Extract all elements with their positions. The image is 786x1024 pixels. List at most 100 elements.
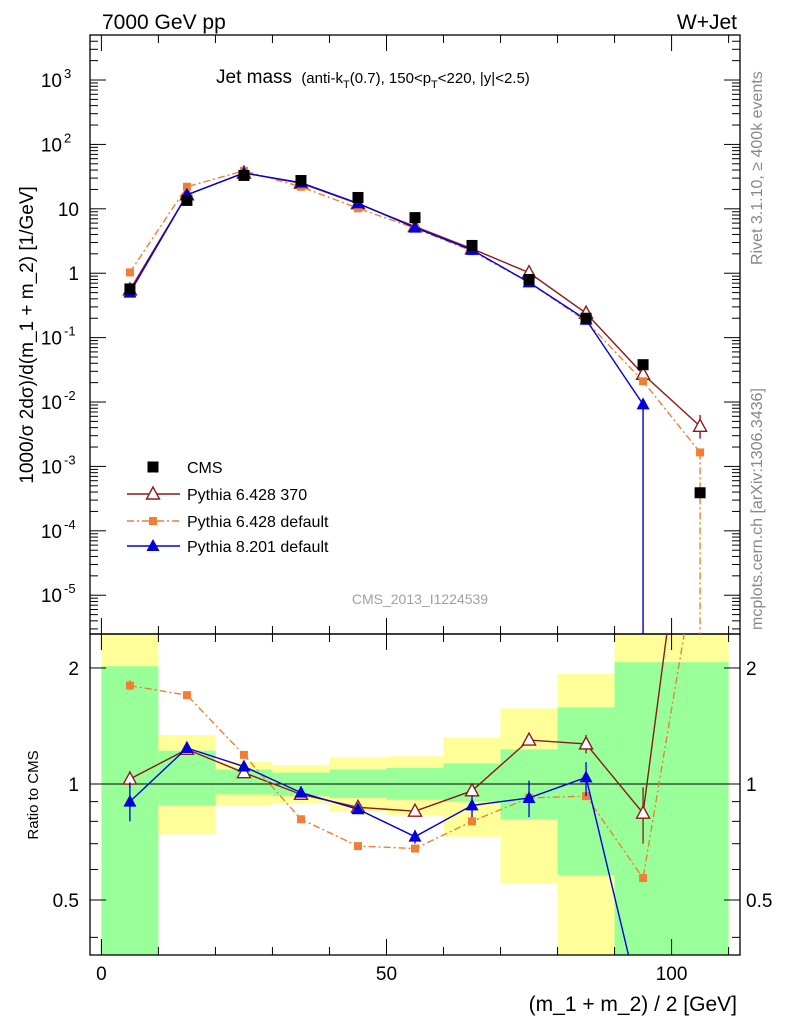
legend-marker xyxy=(145,485,161,500)
main-panel-series xyxy=(122,164,708,634)
legend-marker xyxy=(149,517,157,525)
ratio-point-series-1 xyxy=(468,817,477,826)
y-tick-label: 10 xyxy=(41,457,62,478)
ratio-point-series-2 xyxy=(123,794,137,807)
title-detail-a-sub: T xyxy=(343,79,350,91)
cms-data-point xyxy=(466,239,478,251)
x-axis-label: (m_1 + m_2) / 2 [GeV] xyxy=(529,993,737,1016)
y-tick-label: 10 xyxy=(41,329,62,350)
main-line-series-2 xyxy=(129,172,644,634)
ratio-y-tick-label-left: 1 xyxy=(68,775,79,796)
main-point-series-1 xyxy=(696,448,705,457)
ratio-point-series-1 xyxy=(639,874,648,883)
cms-data-point xyxy=(124,283,136,295)
ratio-point-series-0 xyxy=(521,731,537,746)
ratio-point-series-2 xyxy=(579,770,593,783)
mcplots-credit-label: mcplots.cern.ch [arXiv:1306.3436] xyxy=(749,388,766,630)
cms-data-point xyxy=(523,273,535,285)
legend-label: Pythia 6.428 370 xyxy=(187,487,307,504)
main-point-series-1 xyxy=(125,268,134,277)
ratio-point-series-2 xyxy=(351,802,365,815)
ratio-y-tick-label-right: 0.5 xyxy=(746,891,772,912)
cms-data-point xyxy=(580,312,592,324)
analysis-watermark: CMS_2013_I1224539 xyxy=(352,591,488,607)
x-tick-label: 100 xyxy=(656,964,688,985)
ratio-point-series-2 xyxy=(408,829,422,842)
legend-label: Pythia 6.428 default xyxy=(187,514,329,531)
y-tick-label: 1 xyxy=(68,264,79,285)
y-tick-label-exponent: -4 xyxy=(64,517,76,532)
ratio-point-series-1 xyxy=(182,691,191,700)
ratio-point-series-1 xyxy=(239,750,248,759)
collision-label: 7000 GeV pp xyxy=(102,11,226,34)
main-line-series-1 xyxy=(129,170,701,453)
main-point-series-1 xyxy=(353,204,362,213)
cms-data-point xyxy=(238,169,250,181)
cms-data-point xyxy=(295,175,307,187)
y-tick-label: 10 xyxy=(41,586,62,607)
y-tick-label-exponent: -2 xyxy=(64,388,76,403)
ratio-point-series-0 xyxy=(578,735,594,750)
rivet-version-label: Rivet 3.1.10, ≥ 400k events xyxy=(749,71,766,265)
y-tick-label-exponent: 2 xyxy=(64,130,71,145)
ratio-y-tick-label-left: 0.5 xyxy=(53,891,79,912)
title-detail-a: (anti-k xyxy=(301,70,343,87)
y-tick-label: 10 xyxy=(41,522,62,543)
title-detail-b-sub: T xyxy=(431,79,438,91)
ratio-point-series-2 xyxy=(522,790,536,803)
y-tick-label-exponent: 3 xyxy=(64,66,71,81)
cms-data-point xyxy=(409,212,421,224)
y-tick-label: 10 xyxy=(58,200,79,221)
ratio-panel-axes: 0 50 100 0.5 0.5 1 1 2 2 xyxy=(53,633,772,985)
ratio-y-tick-label-right: 1 xyxy=(746,775,757,796)
title-detail-c: <220, |y|<2.5) xyxy=(438,70,530,87)
ratio-point-series-1 xyxy=(411,844,419,853)
ratio-point-series-1 xyxy=(353,842,362,851)
main-point-series-2 xyxy=(636,397,650,410)
main-point-series-0 xyxy=(692,417,708,432)
ratio-point-series-0 xyxy=(635,804,651,819)
main-point-series-2 xyxy=(408,220,422,233)
y-tick-label: 10 xyxy=(41,71,62,92)
process-label: W+Jet xyxy=(677,11,737,34)
legend: CMS Pythia 6.428 370 Pythia 6.428 default P… xyxy=(127,460,329,556)
legend-marker xyxy=(147,461,159,473)
cms-data-point xyxy=(694,487,706,499)
ratio-y-axis-label: Ratio to CMS xyxy=(25,750,42,839)
ratio-point-series-0 xyxy=(236,764,252,779)
band-green-1 xyxy=(158,750,216,806)
title-detail-b: (0.7), 150<p xyxy=(350,70,431,87)
legend-label: Pythia 8.201 default xyxy=(187,539,329,556)
ratio-frame xyxy=(89,633,741,956)
ratio-uncertainty-bands xyxy=(101,634,729,955)
ratio-point-series-2 xyxy=(465,798,479,811)
y-tick-label-exponent: -1 xyxy=(64,324,76,339)
band-green-9 xyxy=(614,662,729,955)
x-tick-label: 50 xyxy=(376,964,397,985)
y-tick-label: 10 xyxy=(41,393,62,414)
y-tick-label: 10 xyxy=(41,135,62,156)
legend-label: CMS xyxy=(187,460,223,477)
main-line-series-0 xyxy=(129,172,701,427)
ratio-point-series-1 xyxy=(296,815,305,824)
cms-data-point xyxy=(181,194,193,206)
main-y-axis-label: 1000/σ 2dσ)/d(m_1 + m_2) [1/GeV] xyxy=(17,186,38,484)
main-point-series-1 xyxy=(182,182,191,191)
ratio-point-series-1 xyxy=(125,681,134,690)
ratio-point-series-2 xyxy=(237,759,251,772)
ratio-y-tick-label-right: 2 xyxy=(746,659,757,680)
ratio-line-series-2 xyxy=(129,747,630,955)
ratio-point-series-2 xyxy=(180,740,194,753)
cms-data-point xyxy=(352,191,364,203)
x-tick-label: 0 xyxy=(96,964,107,985)
cms-data-point xyxy=(637,359,649,371)
title-main: Jet mass xyxy=(216,67,292,88)
ratio-y-tick-label-left: 2 xyxy=(68,659,79,680)
ratio-point-series-0 xyxy=(464,782,480,797)
y-tick-label-exponent: -3 xyxy=(64,452,76,467)
ratio-point-series-2 xyxy=(294,785,308,798)
ratio-panel-series xyxy=(122,634,685,955)
plot-title: Jet mass (anti-kT(0.7), 150<pT<220, |y|<… xyxy=(216,67,530,91)
